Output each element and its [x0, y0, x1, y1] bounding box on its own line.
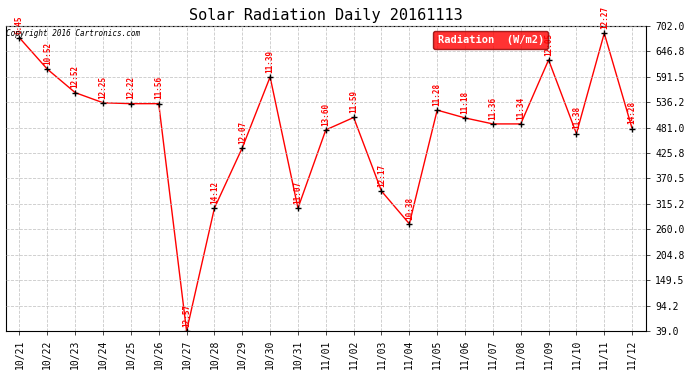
Text: 11:56: 11:56	[155, 76, 164, 99]
Text: 12:07: 12:07	[238, 120, 247, 144]
Text: 11:38: 11:38	[572, 106, 581, 129]
Text: 11:07: 11:07	[293, 181, 302, 204]
Text: 12:27: 12:27	[600, 6, 609, 29]
Text: 12:57: 12:57	[182, 304, 191, 327]
Text: 6:45: 6:45	[15, 15, 24, 34]
Text: 12:25: 12:25	[99, 75, 108, 99]
Text: 12:17: 12:17	[377, 164, 386, 187]
Text: 11:18: 11:18	[460, 91, 469, 114]
Text: 10:52: 10:52	[43, 42, 52, 65]
Text: 12:52: 12:52	[70, 65, 79, 88]
Text: 11:34: 11:34	[516, 97, 525, 120]
Legend: Radiation  (W/m2): Radiation (W/m2)	[433, 31, 548, 50]
Text: 13:60: 13:60	[322, 103, 331, 126]
Text: 12:22: 12:22	[126, 76, 135, 99]
Text: 11:28: 11:28	[433, 83, 442, 106]
Text: Copyright 2016 Cartronics.com: Copyright 2016 Cartronics.com	[6, 29, 140, 38]
Text: 14:12: 14:12	[210, 181, 219, 204]
Text: 14:28: 14:28	[628, 101, 637, 124]
Title: Solar Radiation Daily 20161113: Solar Radiation Daily 20161113	[189, 8, 463, 23]
Text: 10:38: 10:38	[405, 196, 414, 220]
Text: 11:36: 11:36	[489, 97, 497, 120]
Text: 11:59: 11:59	[349, 90, 358, 113]
Text: 11:39: 11:39	[266, 50, 275, 73]
Text: 12:05: 12:05	[544, 33, 553, 56]
